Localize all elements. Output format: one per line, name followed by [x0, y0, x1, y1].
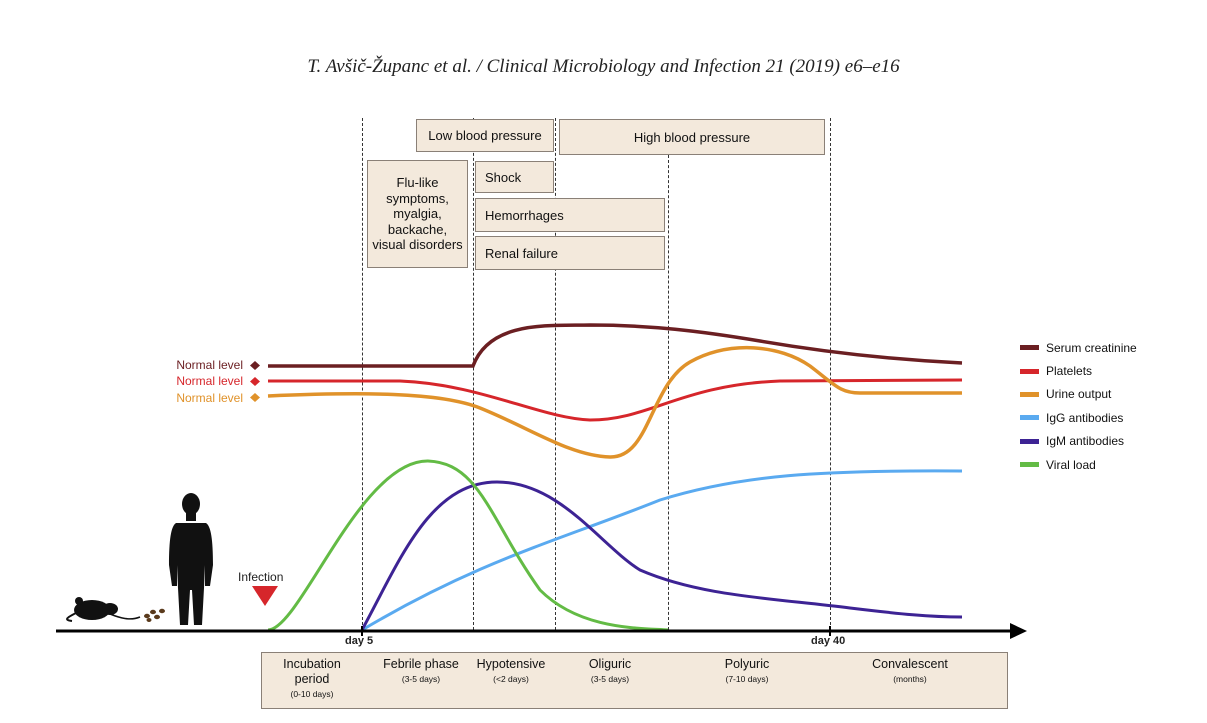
legend: Serum creatinine Platelets Urine output … [1020, 336, 1137, 476]
phase-febrile: Febrile phase (3-5 days) [365, 657, 477, 685]
phase-duration: (months) [893, 674, 927, 684]
creatinine-normal-diamond [250, 361, 260, 370]
infection-label: Infection [238, 570, 284, 584]
legend-swatch-creatinine [1020, 345, 1039, 351]
phase-incubation: Incubation period (0-10 days) [262, 657, 362, 700]
platelets-curve [268, 378, 963, 422]
flu-line: backache, [387, 221, 448, 237]
legend-label: Platelets [1046, 364, 1093, 379]
shock-box: Shock [475, 161, 554, 193]
phase-hypotensive: Hypotensive (<2 days) [470, 657, 552, 685]
phase-oliguric: Oliguric (3-5 days) [554, 657, 666, 685]
phase-duration: (3-5 days) [590, 674, 630, 684]
normal-level-urine: Normal level [176, 391, 243, 405]
serum-creatinine-curve [268, 323, 963, 368]
divider-day5 [362, 118, 363, 630]
platelets-normal-diamond [250, 377, 260, 386]
urine-normal-diamond [250, 393, 260, 402]
phase-name: Convalescent [872, 657, 948, 671]
divider-polyuric [668, 150, 669, 630]
igm-antibodies-curve [360, 480, 963, 631]
flu-line: visual disorders [372, 237, 463, 253]
infection-triangle-icon [252, 586, 278, 606]
legend-label: Urine output [1046, 387, 1112, 402]
legend-label: IgG antibodies [1046, 410, 1124, 425]
legend-item: IgG antibodies [1020, 406, 1137, 429]
phase-duration: (<2 days) [493, 674, 529, 684]
hemorrhages-box: Hemorrhages [475, 198, 665, 232]
legend-label: Viral load [1046, 457, 1096, 472]
legend-item: Serum creatinine [1020, 336, 1137, 359]
phase-duration: (7-10 days) [725, 674, 769, 684]
citation-header: T. Avšič-Županc et al. / Clinical Microb… [307, 56, 900, 77]
normal-level-creatinine: Normal level [176, 358, 243, 372]
phase-bar: Incubation period (0-10 days) Febrile ph… [261, 652, 1008, 709]
legend-item: Platelets [1020, 359, 1137, 382]
divider-oliguric [555, 118, 556, 630]
axis-arrow-icon [1010, 623, 1027, 639]
flu-line: symptoms, [386, 190, 449, 206]
urine-output-curve [267, 346, 962, 459]
phase-duration: (0-10 days) [290, 689, 334, 699]
legend-item: Urine output [1020, 383, 1137, 406]
legend-item: IgM antibodies [1020, 430, 1137, 453]
renal-failure-box: Renal failure [475, 236, 665, 270]
day5-label: day 5 [345, 635, 374, 647]
phase-name: Febrile phase [383, 657, 459, 671]
legend-swatch-urine [1020, 391, 1039, 397]
viral-load-curve [267, 459, 669, 632]
day40-label: day 40 [811, 635, 846, 647]
phase-name: Incubation [283, 657, 341, 671]
flu-line: Flu-like [396, 175, 439, 191]
low-blood-pressure-box: Low blood pressure [416, 119, 554, 152]
legend-swatch-viral [1020, 462, 1039, 468]
flu-like-symptoms-box: Flu-like symptoms, myalgia, backache, vi… [367, 160, 468, 268]
legend-item: Viral load [1020, 453, 1137, 476]
phase-duration: (3-5 days) [401, 674, 441, 684]
flu-line: myalgia, [393, 206, 442, 222]
droppings-icon [144, 608, 165, 622]
legend-swatch-platelets [1020, 368, 1039, 374]
legend-label: IgM antibodies [1046, 434, 1125, 449]
divider-hypotensive [473, 118, 474, 630]
human-silhouette-icon [169, 493, 213, 625]
phase-name: Polyuric [724, 657, 770, 671]
phase-name: period [294, 672, 330, 686]
phase-polyuric: Polyuric (7-10 days) [667, 657, 827, 685]
igg-antibodies-curve [361, 469, 963, 632]
legend-label: Serum creatinine [1046, 340, 1137, 355]
phase-name: Oliguric [588, 657, 632, 671]
divider-day40 [830, 118, 831, 630]
normal-level-platelets: Normal level [176, 374, 243, 388]
mouse-icon [66, 597, 141, 622]
phase-name: Hypotensive [476, 657, 546, 671]
legend-swatch-igg [1020, 415, 1039, 421]
phase-convalescent: Convalescent (months) [830, 657, 990, 685]
legend-swatch-igm [1020, 438, 1039, 444]
high-blood-pressure-box: High blood pressure [559, 119, 825, 155]
